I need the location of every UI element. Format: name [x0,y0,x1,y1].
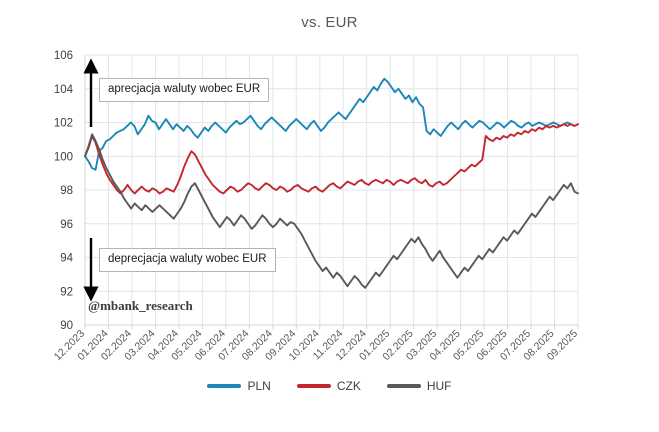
y-axis-tick-label: 90 [60,320,73,332]
y-axis-tick-label: 100 [54,151,73,163]
legend-label-czk: CZK [336,379,361,393]
legend-item-czk[interactable]: CZK [296,379,361,393]
watermark: @mbank_research [88,298,193,313]
legend-swatch-huf [386,384,421,388]
legend-label-huf: HUF [426,379,452,393]
y-axis-tick-label: 106 [54,50,73,62]
legend-label-pln: PLN [247,379,271,393]
annotation-appreciation: aprecjacja waluty wobec EUR [99,78,270,102]
y-axis-tick-label: 92 [60,286,73,298]
legend-item-pln[interactable]: PLN [207,379,271,393]
series-line-czk [84,123,579,195]
y-axis-tick-label: 104 [54,84,74,96]
annotation-depreciation: deprecjacja waluty wobec EUR [99,248,276,272]
y-axis-tick-label: 94 [60,253,73,265]
y-axis-tick-label: 96 [60,219,73,231]
series-line-pln [84,77,579,171]
legend-swatch-pln [207,384,242,388]
legend-swatch-czk [296,384,331,388]
legend-item-huf[interactable]: HUF [386,379,452,393]
y-axis-tick-label: 102 [54,118,73,130]
chart-title: vs. EUR [301,14,358,31]
series-line-huf [84,133,579,289]
chart-legend: PLN CZK HUF [0,379,659,393]
y-axis-tick-label: 98 [60,185,73,197]
